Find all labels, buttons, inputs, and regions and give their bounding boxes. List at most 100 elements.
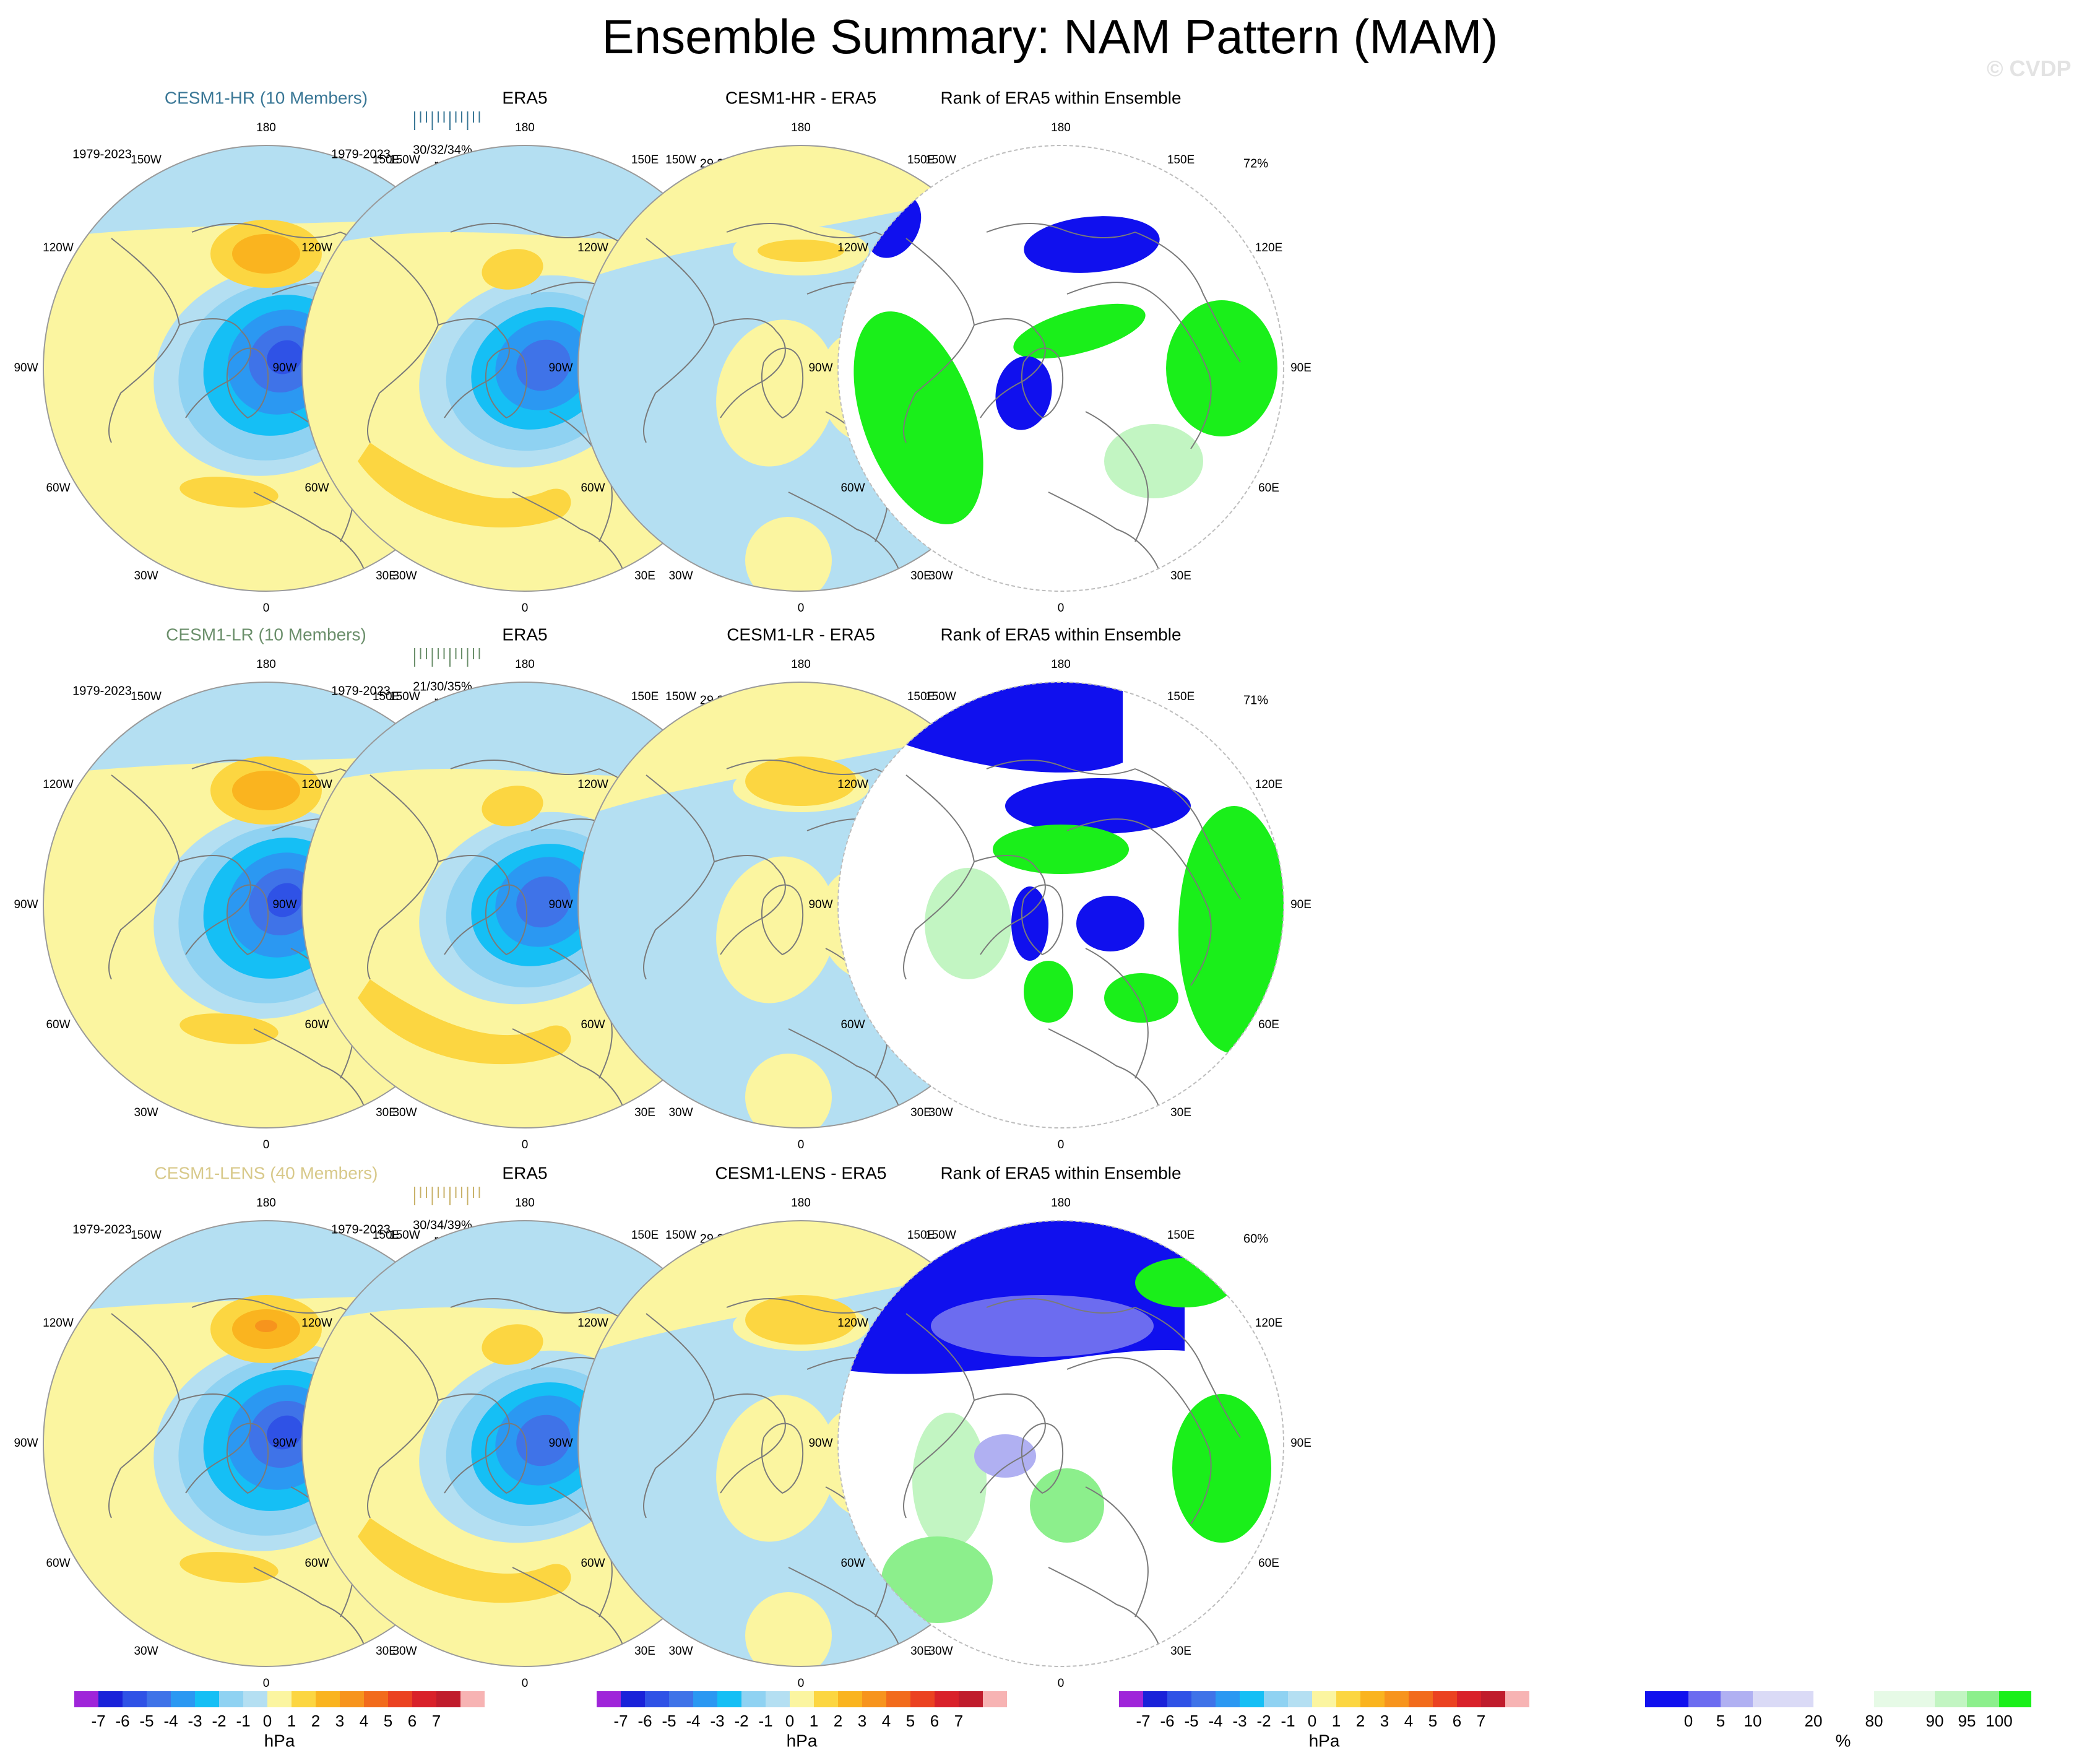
colorbar-tick-label: -7 [1136, 1712, 1150, 1730]
coastline-segment [253, 1567, 366, 1648]
contour-level [179, 1552, 279, 1583]
coastline-segment [986, 222, 1136, 239]
colorbar-swatch [412, 1691, 436, 1707]
longitude-label: 30E [376, 1106, 397, 1119]
longitude-label: 0 [1058, 602, 1065, 615]
coastline-segment [714, 318, 786, 418]
longitude-label: 120W [43, 778, 74, 791]
spark-ticks [414, 1187, 480, 1205]
longitude-label: 120W [301, 778, 332, 791]
longitude-label: 0 [263, 1138, 270, 1151]
coastline-segment [226, 1423, 269, 1494]
longitude-label: 150E [907, 690, 935, 703]
colorbar-hpa: -7 -6 -5 -4 -3 -2 -1 0 1 2 3 4 5 6 7 hPa [74, 1691, 485, 1750]
colorbar-swatch [1967, 1691, 1999, 1707]
coastline-segment [438, 855, 510, 955]
pattern-variance-label: 60% [1243, 1232, 1268, 1245]
longitude-label: 150E [1167, 690, 1195, 703]
colorbar-tick-label: 10 [1744, 1712, 1762, 1730]
rank-region [1172, 1394, 1271, 1543]
longitude-label: 150E [1167, 1229, 1195, 1242]
longitude-label: 180 [1051, 1197, 1071, 1210]
coastline-segment [986, 1297, 1136, 1314]
colorbar-swatch [364, 1691, 388, 1707]
map-outline [837, 1220, 1284, 1667]
coastline-segment [366, 1313, 439, 1518]
colorbar-swatch [1167, 1691, 1191, 1707]
rank-region [1178, 806, 1284, 1054]
coastline-segment [1066, 818, 1212, 986]
colorbar-tick-label: -7 [91, 1712, 105, 1730]
contour-level [716, 319, 836, 467]
longitude-label: 90W [548, 898, 573, 911]
colorbar-tick-label: 1 [1332, 1712, 1341, 1730]
rank-region [1135, 1258, 1234, 1307]
colorbar-tick-label: -2 [1256, 1712, 1271, 1730]
colorbar-swatch [1874, 1691, 1935, 1707]
panel-title: Rank of ERA5 within Ensemble [940, 88, 1181, 107]
colorbar-swatch [1645, 1691, 1688, 1707]
colorbar-tick-label: 2 [1356, 1712, 1365, 1730]
longitude-label: 30E [910, 570, 931, 583]
colorbar-swatch [219, 1691, 243, 1707]
contour-level [255, 1320, 277, 1332]
coastline-segment [226, 347, 269, 419]
contour-level [267, 883, 303, 917]
coastline-segment [1021, 884, 1064, 956]
contour-level [179, 1013, 279, 1044]
coastline-segment [974, 855, 1046, 955]
longitude-label: 120W [301, 241, 332, 254]
rank-region [1166, 300, 1277, 436]
colorbar-tick-label: -1 [236, 1712, 250, 1730]
coastline-segment [191, 1297, 341, 1314]
coastline-segment [1021, 347, 1064, 419]
coastline-segment [642, 238, 715, 443]
spark-ticks [414, 111, 480, 130]
colorbar-swatch [645, 1691, 669, 1707]
longitude-label: 150W [131, 154, 162, 167]
colorbar-unit-label: hPa [1309, 1731, 1340, 1750]
pct-variance-label: 21/30/35% [413, 680, 472, 693]
longitude-label: 180 [791, 121, 811, 134]
longitude-label: 150W [925, 690, 956, 703]
rank-region [974, 1434, 1036, 1478]
longitude-label: 90W [272, 1437, 296, 1450]
coastline-segment [902, 1313, 975, 1518]
contour-level [516, 339, 571, 391]
longitude-label: 30E [1170, 1645, 1191, 1658]
colorbar-swatch [1999, 1691, 2031, 1707]
colorbar-tick-label: -2 [734, 1712, 748, 1730]
colorbar-swatch [1216, 1691, 1240, 1707]
coastline-segment [726, 759, 876, 776]
colorbar-swatch [910, 1691, 935, 1707]
panel-title: Rank of ERA5 within Ensemble [940, 1163, 1181, 1182]
longitude-label: 120W [301, 1317, 332, 1330]
coastline-segment [788, 1567, 901, 1648]
colorbar-tick-label: -7 [613, 1712, 628, 1730]
longitude-label: 60W [305, 482, 329, 495]
colorbar-swatch [1688, 1691, 1721, 1707]
longitude-label: 150W [131, 690, 162, 703]
coastline-segment [902, 774, 975, 980]
colorbar-swatch [195, 1691, 219, 1707]
longitude-label: 120W [43, 241, 74, 254]
colorbar-tick-label: 0 [785, 1712, 794, 1730]
panel-title: CESM1-HR (10 Members) [165, 88, 368, 107]
colorbar-tick-label: -6 [637, 1712, 652, 1730]
coastline-segment [761, 884, 804, 956]
longitude-label: 60W [46, 482, 70, 495]
longitude-label: 150W [665, 690, 696, 703]
contour-level [745, 1295, 857, 1345]
colorbar-swatch [1753, 1691, 1813, 1707]
colorbar-swatch [741, 1691, 766, 1707]
coastline-segment [450, 1297, 600, 1314]
contour-level [267, 340, 303, 375]
colorbar-swatch [1813, 1691, 1874, 1707]
longitude-label: 30W [392, 1645, 417, 1658]
longitude-label: 150E [907, 1229, 935, 1242]
coastline-segment [1085, 948, 1149, 1079]
rank-region [931, 1295, 1154, 1357]
colorbar-tick-label: -6 [1160, 1712, 1174, 1730]
longitude-label: 30E [634, 1106, 655, 1119]
